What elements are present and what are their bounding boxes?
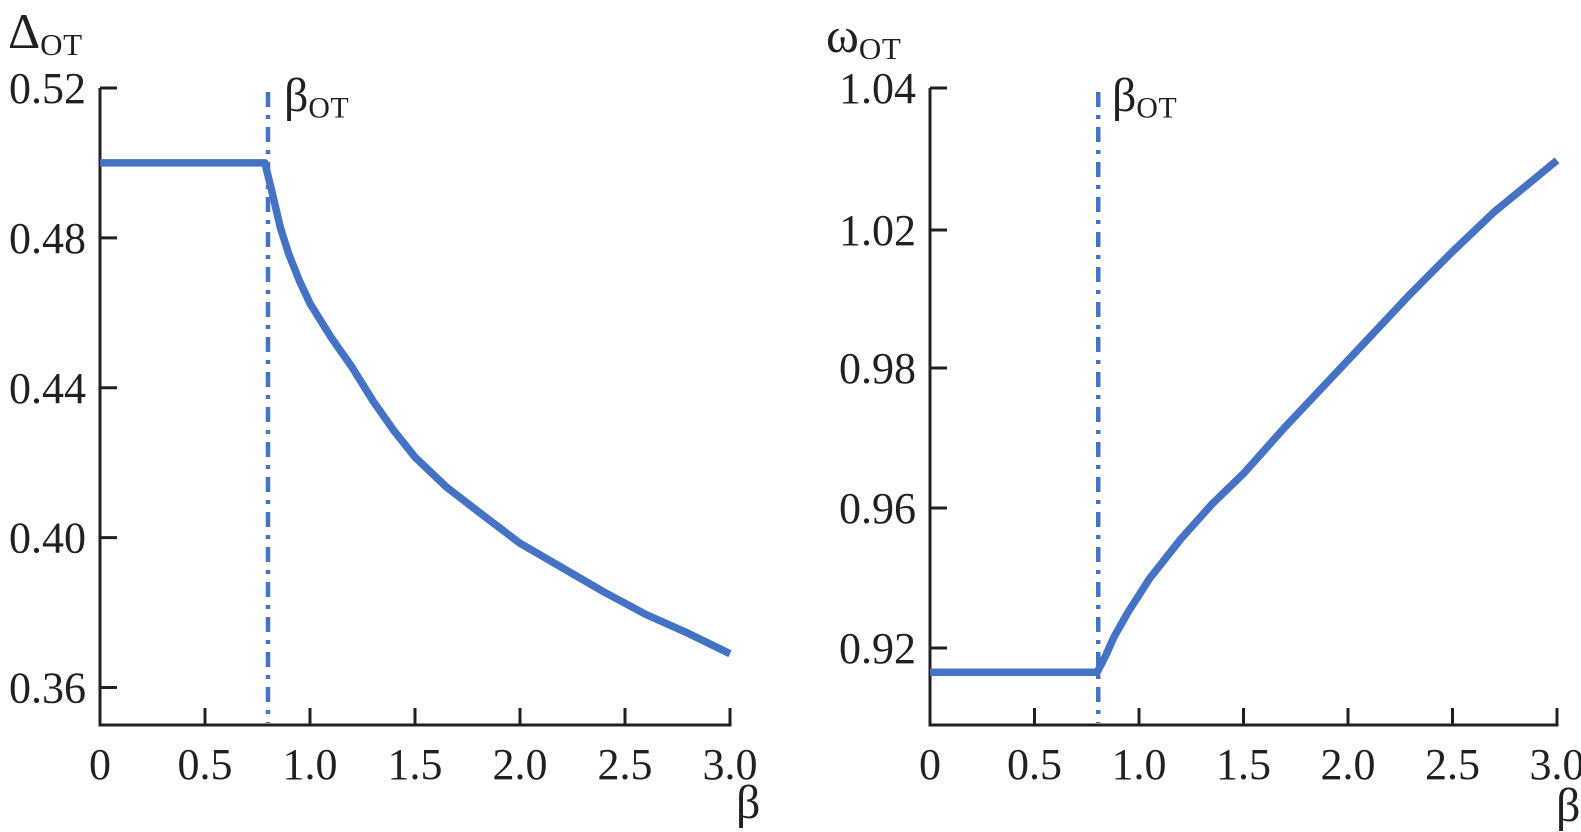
y-tick-label: 1.04 [839, 64, 916, 113]
y-tick-label: 0.40 [9, 514, 86, 563]
x-tick-label: 1.0 [1112, 740, 1167, 789]
y-tick-label: 0.96 [839, 484, 916, 533]
y-tick-label: 0.44 [9, 364, 86, 413]
x-tick-label: 0.5 [1007, 740, 1062, 789]
y-tick-label: 1.02 [839, 206, 916, 255]
right-marker-label: βOT [1112, 72, 1177, 123]
x-tick-label: 0 [89, 740, 111, 789]
x-tick-label: 3.0 [1530, 740, 1581, 789]
left-x-axis-title-main: β [736, 776, 761, 829]
x-tick-label: 2.0 [1321, 740, 1376, 789]
x-tick-label: 1.0 [283, 740, 338, 789]
left-marker-label: βOT [284, 72, 349, 123]
x-tick-label: 0.5 [178, 740, 233, 789]
right-marker-label-sub: OT [1136, 91, 1178, 125]
right-y-axis-title-main: ω [826, 7, 859, 63]
delta-ot-plot: 0.52 0.48 0.44 0.40 0.360 0.5 1.0 1.5 2.0 2.5 3.0 [9, 64, 758, 789]
left-y-axis-title-sub: OT [40, 26, 83, 62]
right-y-axis-title: ωOT [826, 10, 902, 64]
left-x-axis-title: β [736, 779, 760, 827]
right-y-axis-title-sub: OT [858, 30, 902, 66]
x-tick-label: 3.0 [703, 740, 758, 789]
right-x-axis-title-main: β [1556, 779, 1581, 832]
right-marker-label-main: β [1112, 69, 1137, 122]
y-tick-label: 0.36 [9, 664, 86, 713]
x-tick-label: 2.5 [1425, 740, 1480, 789]
x-tick-label: 0 [919, 740, 941, 789]
x-tick-label: 1.5 [388, 740, 443, 789]
y-tick-label: 0.92 [839, 624, 916, 673]
series-curve [930, 157, 1560, 676]
x-tick-label: 1.5 [1216, 740, 1271, 789]
right-x-axis-title: β [1556, 782, 1580, 830]
x-tick-label: 2.0 [493, 740, 548, 789]
left-y-axis-title-main: Δ [8, 3, 41, 59]
left-marker-label-sub: OT [308, 91, 350, 125]
y-tick-label: 0.48 [9, 214, 86, 263]
omega-ot-plot: 1.04 1.02 0.98 0.96 0.92 0 0.5 1.0 1.5 2.0 2.5 3.0 [839, 64, 1581, 789]
x-tick-label: 2.5 [598, 740, 653, 789]
series-curve [100, 159, 732, 658]
left-y-axis-title: ΔOT [8, 6, 83, 60]
y-tick-label: 0.98 [839, 344, 916, 393]
y-tick-label: 0.52 [9, 64, 86, 113]
left-marker-label-main: β [284, 69, 309, 122]
